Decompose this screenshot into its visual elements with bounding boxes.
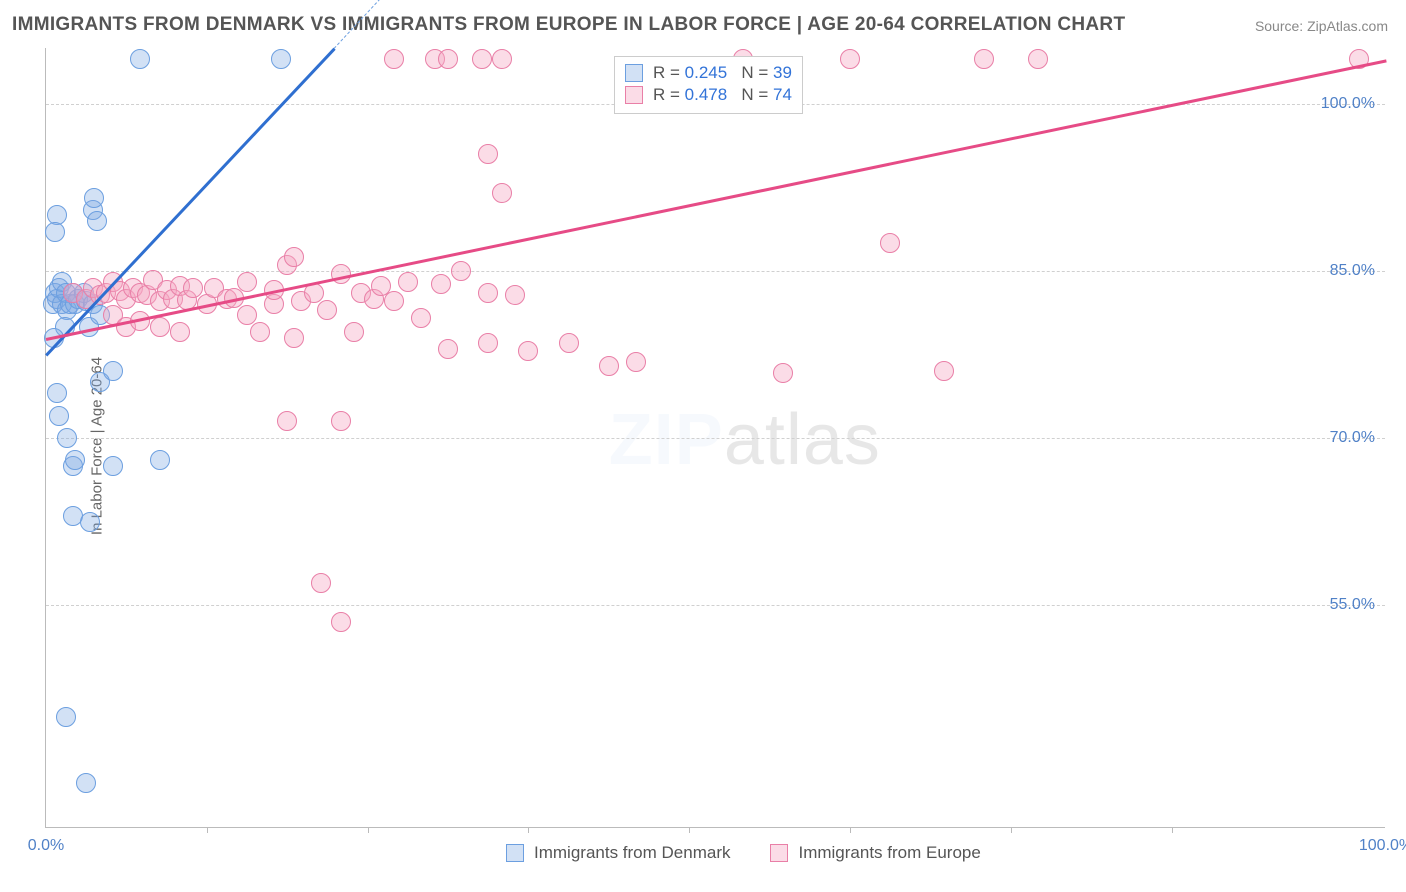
legend-item-europe: Immigrants from Europe — [770, 843, 980, 863]
point-denmark — [56, 707, 76, 727]
point-europe — [478, 144, 498, 164]
x-tick-mark — [528, 827, 529, 833]
legend-swatch-denmark — [625, 64, 643, 82]
point-europe — [284, 247, 304, 267]
point-europe — [237, 305, 257, 325]
point-europe — [934, 361, 954, 381]
point-europe — [492, 49, 512, 69]
point-europe — [438, 49, 458, 69]
point-europe — [559, 333, 579, 353]
x-tick-mark — [1172, 827, 1173, 833]
point-denmark — [87, 211, 107, 231]
legend-stats-denmark: R = 0.245 N = 39 — [653, 63, 792, 83]
x-tick-label: 0.0% — [28, 837, 64, 855]
legend-item-denmark: Immigrants from Denmark — [506, 843, 730, 863]
y-tick-label: 100.0% — [1321, 95, 1375, 113]
plot-area: ZIPatlas 100.0%85.0%70.0%55.0%0.0%100.0%… — [45, 48, 1385, 828]
point-europe — [518, 341, 538, 361]
point-denmark — [57, 428, 77, 448]
x-tick-mark — [368, 827, 369, 833]
point-europe — [411, 308, 431, 328]
legend-label-europe: Immigrants from Europe — [798, 843, 980, 863]
gridline — [46, 605, 1385, 606]
legend-swatch-bottom-europe — [770, 844, 788, 862]
point-europe — [150, 317, 170, 337]
point-europe — [840, 49, 860, 69]
point-europe — [599, 356, 619, 376]
point-denmark — [49, 406, 69, 426]
point-denmark — [271, 49, 291, 69]
point-europe — [331, 411, 351, 431]
point-europe — [492, 183, 512, 203]
point-europe — [398, 272, 418, 292]
point-denmark — [84, 188, 104, 208]
correlation-legend: R = 0.245 N = 39R = 0.478 N = 74 — [614, 56, 803, 114]
x-tick-mark — [850, 827, 851, 833]
point-europe — [974, 49, 994, 69]
point-europe — [250, 322, 270, 342]
x-tick-label: 100.0% — [1359, 837, 1406, 855]
source-attribution: Source: ZipAtlas.com — [1255, 18, 1388, 34]
x-tick-mark — [689, 827, 690, 833]
point-europe — [505, 285, 525, 305]
watermark-atlas: atlas — [724, 400, 881, 480]
point-europe — [626, 352, 646, 372]
point-denmark — [65, 450, 85, 470]
point-europe — [170, 322, 190, 342]
point-europe — [284, 328, 304, 348]
point-europe — [344, 322, 364, 342]
y-tick-label: 55.0% — [1330, 596, 1375, 614]
point-europe — [478, 333, 498, 353]
chart-container: IMMIGRANTS FROM DENMARK VS IMMIGRANTS FR… — [0, 0, 1406, 892]
series-legend: Immigrants from Denmark Immigrants from E… — [506, 843, 981, 863]
y-tick-label: 85.0% — [1330, 262, 1375, 280]
point-denmark — [130, 49, 150, 69]
point-europe — [773, 363, 793, 383]
legend-swatch-europe — [625, 86, 643, 104]
point-denmark — [150, 450, 170, 470]
point-europe — [317, 300, 337, 320]
chart-title: IMMIGRANTS FROM DENMARK VS IMMIGRANTS FR… — [12, 14, 1125, 36]
watermark: ZIPatlas — [609, 399, 881, 481]
x-tick-mark — [1011, 827, 1012, 833]
point-europe — [331, 612, 351, 632]
y-tick-label: 70.0% — [1330, 429, 1375, 447]
point-europe — [880, 233, 900, 253]
point-europe — [472, 49, 492, 69]
point-europe — [311, 573, 331, 593]
point-europe — [183, 278, 203, 298]
point-europe — [277, 411, 297, 431]
legend-row-europe: R = 0.478 N = 74 — [625, 85, 792, 105]
point-denmark — [80, 512, 100, 532]
point-denmark — [76, 773, 96, 793]
point-europe — [451, 261, 471, 281]
legend-label-denmark: Immigrants from Denmark — [534, 843, 730, 863]
point-denmark — [47, 383, 67, 403]
point-europe — [237, 272, 257, 292]
point-denmark — [103, 456, 123, 476]
point-europe — [478, 283, 498, 303]
point-europe — [384, 291, 404, 311]
point-denmark — [45, 222, 65, 242]
point-europe — [384, 49, 404, 69]
legend-row-denmark: R = 0.245 N = 39 — [625, 63, 792, 83]
legend-swatch-bottom-denmark — [506, 844, 524, 862]
point-europe — [431, 274, 451, 294]
legend-stats-europe: R = 0.478 N = 74 — [653, 85, 792, 105]
point-europe — [438, 339, 458, 359]
point-europe — [1028, 49, 1048, 69]
x-tick-mark — [207, 827, 208, 833]
gridline — [46, 438, 1385, 439]
point-denmark — [103, 361, 123, 381]
watermark-zip: ZIP — [609, 400, 724, 480]
